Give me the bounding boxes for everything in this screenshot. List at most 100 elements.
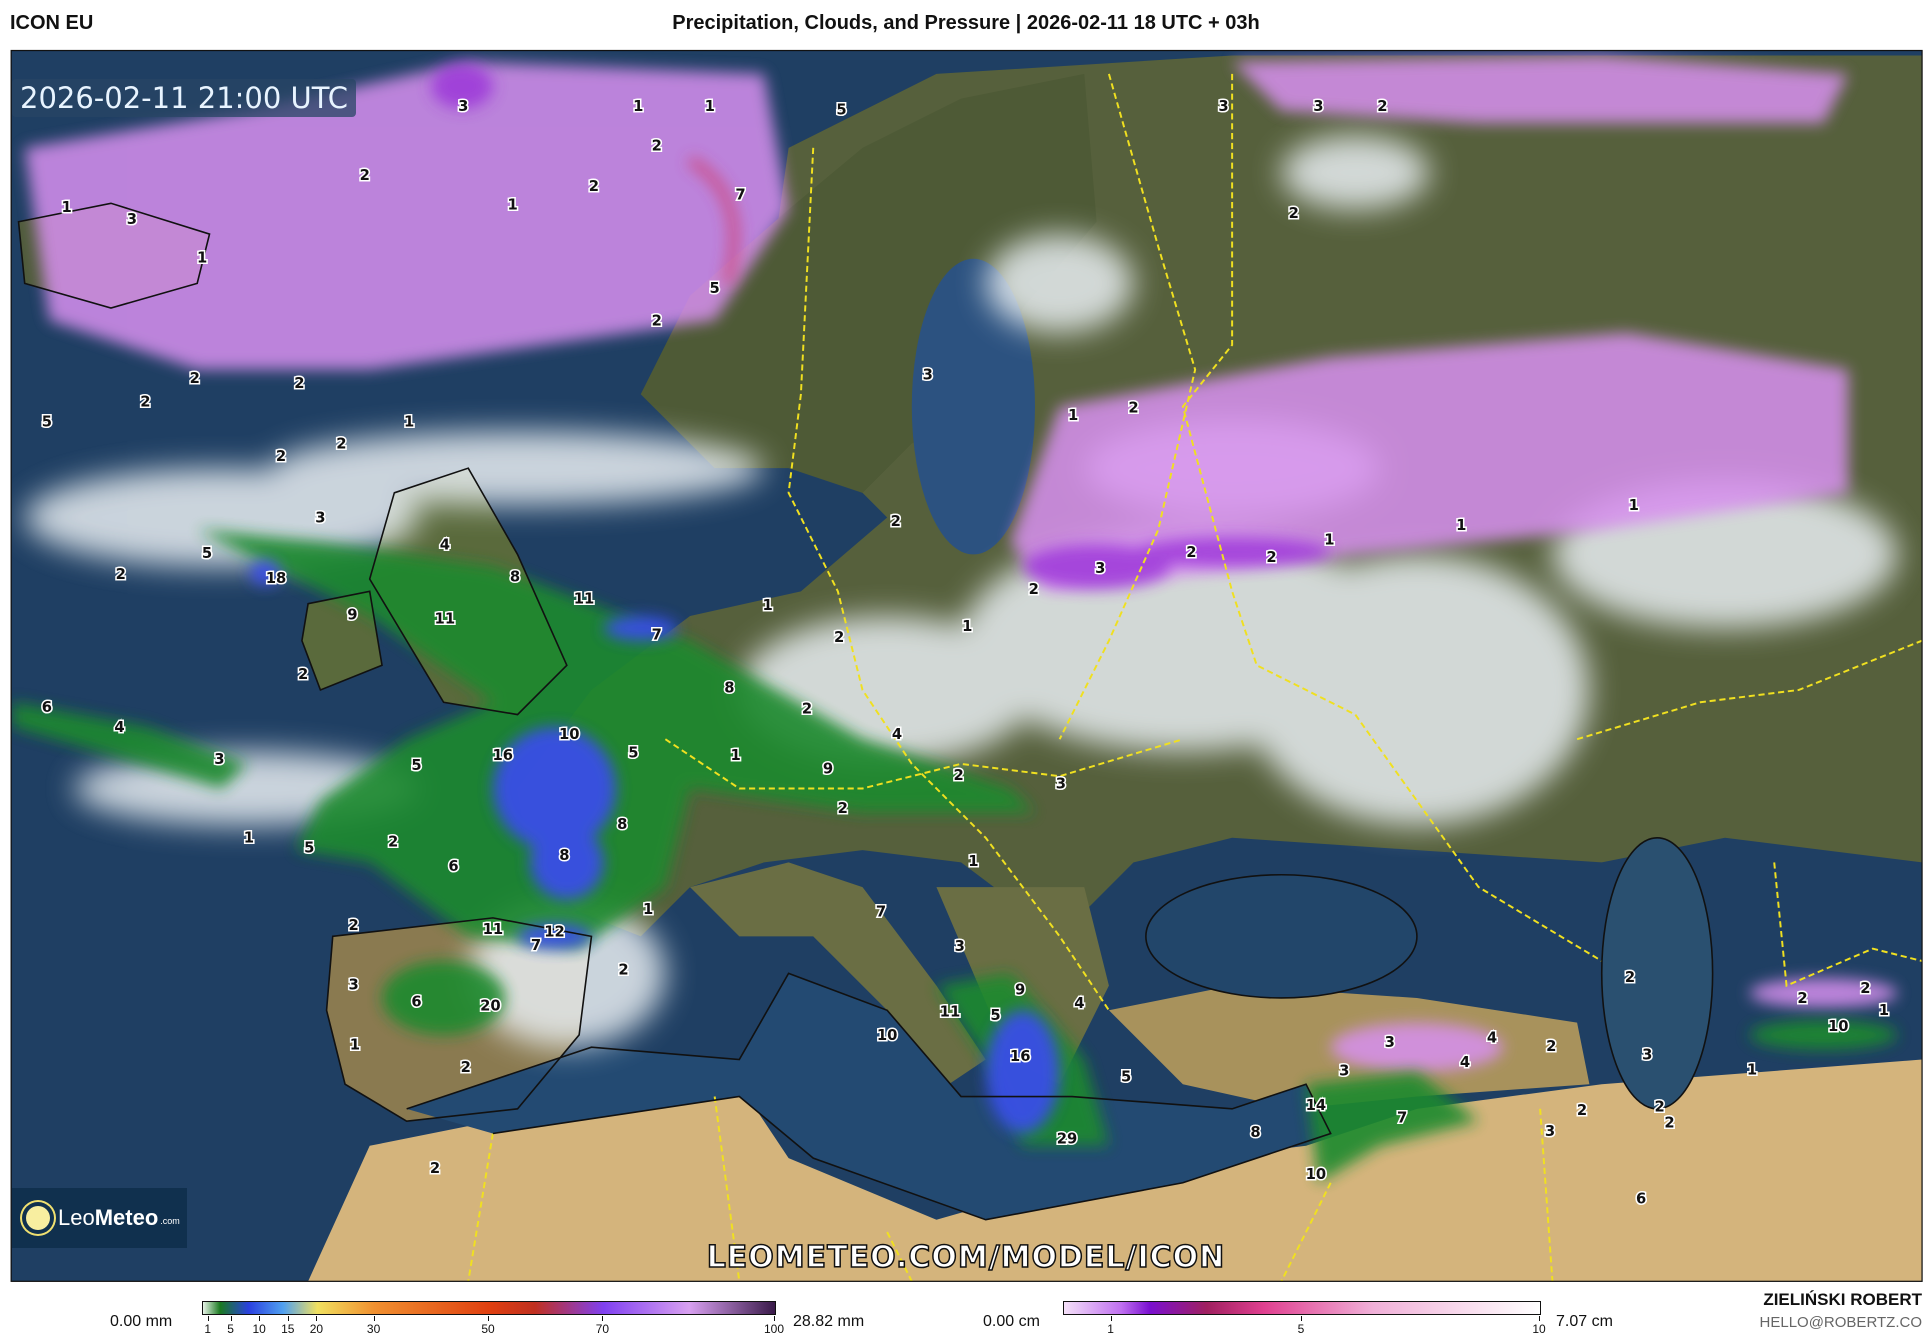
map-value-label: 2: [336, 435, 346, 452]
map-value-label: 3: [315, 509, 325, 526]
map-value-label: 2: [294, 375, 304, 392]
author-name: ZIELIŃSKI ROBERT: [1763, 1290, 1922, 1309]
map-value-label: 5: [990, 1007, 1000, 1024]
map-value-label: 4: [440, 536, 450, 553]
map-value-label: 2: [1655, 1098, 1665, 1115]
colorbar-tick-mark: [1301, 1316, 1302, 1321]
map-value-label: 3: [1642, 1047, 1652, 1064]
map-value-label: 20: [480, 997, 501, 1014]
map-value-label: 1: [244, 830, 254, 847]
map-value-label: 2: [838, 800, 848, 817]
map-value-label: 1: [350, 1037, 360, 1054]
map-value-label: 3: [458, 98, 468, 115]
map-value-label: 3: [1218, 98, 1228, 115]
map-value-label: 5: [710, 280, 720, 297]
sun-icon: [26, 1206, 50, 1230]
map-value-label: 3: [1545, 1123, 1555, 1140]
logo-text-bold: Meteo: [94, 1205, 159, 1230]
snow-min-label: 0.00 cm: [983, 1313, 1040, 1330]
map-value-label: 2: [1625, 969, 1635, 986]
map-value-label: 2: [802, 700, 812, 717]
precip-colorbar: [202, 1301, 776, 1315]
colorbar-tick-label: 20: [309, 1322, 324, 1336]
map-value-label: 2: [1664, 1114, 1674, 1131]
map-value-label: 6: [42, 699, 52, 716]
snow-max-label: 7.07 cm: [1556, 1313, 1613, 1330]
map-value-label: 11: [940, 1003, 961, 1020]
map-value-label: 8: [559, 847, 569, 864]
map-value-label: 3: [1095, 560, 1105, 577]
land-ireland: [301, 591, 383, 690]
map-value-label: 2: [1266, 549, 1276, 566]
map-value-label: 1: [197, 249, 207, 266]
country-borders: [467, 73, 1923, 1282]
colorbar-tick-mark: [602, 1316, 604, 1321]
map-value-label: 7: [531, 937, 541, 954]
map-value-label: 3: [1339, 1063, 1349, 1080]
map-value-label: 29: [1057, 1130, 1078, 1147]
map-value-label: 11: [435, 610, 456, 627]
coastlines: [17, 202, 1714, 1221]
map-value-label: 3: [955, 938, 965, 955]
map-value-label: 11: [483, 921, 504, 938]
map-value-label: 2: [140, 394, 150, 411]
map-value-label: 2: [298, 666, 308, 683]
colorbar-tick-label: 1: [204, 1322, 212, 1336]
map-value-label: 1: [1747, 1061, 1757, 1078]
map-value-label: 2: [652, 137, 662, 154]
map-value-label: 4: [1460, 1054, 1470, 1071]
map-value-label: 1: [1068, 407, 1078, 424]
map-value-label: 2: [276, 448, 286, 465]
map-value-label: 7: [735, 187, 745, 204]
map-value-label: 5: [304, 840, 314, 857]
map-value-label: 8: [724, 679, 734, 696]
mediterranean: [406, 973, 1331, 1220]
colorbar-tick-mark: [774, 1316, 775, 1321]
map-value-label: 1: [1629, 497, 1639, 514]
map-value-label: 3: [349, 976, 359, 993]
map-value-label: 2: [430, 1160, 440, 1177]
map-value-label: 2: [349, 917, 359, 934]
map-value-label: 6: [1636, 1191, 1646, 1208]
map-value-label: 1: [968, 853, 978, 870]
map-value-label: 1: [730, 747, 740, 764]
map-value-label: 6: [411, 994, 421, 1011]
map-value-label: 2: [618, 962, 628, 979]
map-value-label: 5: [836, 102, 846, 119]
colorbar-tick-label: 50: [481, 1322, 495, 1336]
map-value-label: 10: [877, 1027, 898, 1044]
colorbar-tick-mark: [207, 1316, 209, 1321]
colorbar-tick-label: 15: [281, 1322, 295, 1336]
map-value-label: 4: [1074, 995, 1084, 1012]
colorbar-tick-mark: [287, 1316, 289, 1321]
colorbar-tick-mark: [373, 1316, 375, 1321]
map-value-label: 1: [507, 196, 517, 213]
colorbar-tick-label: 10: [1532, 1322, 1546, 1336]
colorbar-tick-label: 5: [227, 1322, 234, 1336]
map-value-label: 1: [1324, 532, 1334, 549]
map-value-label: 2: [1577, 1102, 1587, 1119]
map-value-label: 2: [1860, 980, 1870, 997]
map-value-label: 5: [628, 745, 638, 762]
black-sea: [1145, 874, 1417, 998]
map-value-label: 1: [1456, 517, 1466, 534]
map-value-label: 16: [492, 747, 513, 764]
colorbar-tick-label: 70: [595, 1322, 610, 1336]
map-value-label: 1: [763, 597, 773, 614]
map-value-label: 18: [266, 570, 287, 587]
leometeo-logo[interactable]: Leo Meteo .com: [12, 1188, 187, 1248]
author-email: HELLO@ROBERTZ.CO: [1759, 1314, 1922, 1331]
map-value-label: 3: [214, 751, 224, 768]
colorbar-tick-mark: [259, 1316, 261, 1321]
map-value-label: 7: [652, 626, 662, 643]
colorbar-tick-label: 30: [366, 1322, 381, 1336]
map-value-label: 1: [404, 413, 414, 430]
map-value-label: 4: [1487, 1029, 1497, 1046]
colorbar-tick-label: 10: [252, 1322, 266, 1336]
map-value-label: 4: [892, 726, 902, 743]
map-value-label: 6: [448, 858, 458, 875]
logo-text: Leo: [58, 1205, 95, 1230]
map-value-label: 3: [1056, 776, 1066, 793]
colorbar-tick-label: 5: [1297, 1322, 1305, 1336]
